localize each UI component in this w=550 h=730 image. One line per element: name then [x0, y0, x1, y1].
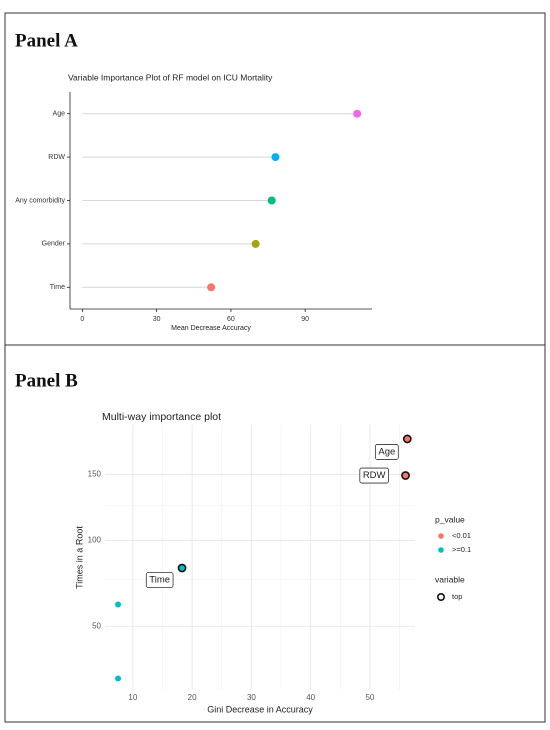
lollipop-dot — [353, 109, 362, 118]
x-tick-label: 60 — [227, 316, 235, 323]
y-tick-label: Time — [50, 284, 65, 291]
panel-frame — [4, 344, 546, 723]
y-tick-label: 100 — [88, 535, 102, 544]
point-label: Age — [378, 446, 395, 457]
legend-title: p_value — [435, 514, 465, 524]
point — [401, 471, 410, 480]
point — [115, 675, 122, 682]
x-tick-label: 0 — [80, 316, 84, 323]
point — [402, 434, 412, 444]
label-box — [359, 467, 389, 484]
chart-title: Variable Importance Plot of RF model on … — [68, 72, 273, 82]
y-tick-label: RDW — [48, 154, 65, 161]
legend-label: top — [452, 592, 462, 601]
x-tick-label: 20 — [188, 693, 197, 702]
y-tick-label: Gender — [42, 241, 66, 248]
x-tick-label: 30 — [153, 316, 161, 323]
legend-swatch — [438, 533, 444, 539]
label-box — [145, 572, 174, 588]
panel-label: Panel B — [15, 370, 78, 391]
y-tick-label: Age — [53, 111, 66, 118]
panel-label: Panel A — [15, 30, 78, 51]
point-label: RDW — [363, 470, 386, 481]
legend-title: variable — [435, 574, 465, 584]
lollipop-dot — [251, 239, 260, 248]
point-label: Time — [149, 575, 170, 586]
x-tick-label: 10 — [128, 693, 137, 702]
panel-frame — [4, 12, 546, 346]
lollipop-dot — [267, 196, 276, 205]
legend-label: <0.01 — [452, 531, 471, 540]
legend-swatch — [436, 592, 445, 601]
point — [115, 601, 122, 608]
x-axis-label: Gini Decrease in Accuracy — [207, 704, 313, 714]
y-tick-label: Any comorbidity — [15, 197, 65, 204]
chart-title: Multi-way importance plot — [102, 411, 221, 423]
x-axis-label: Mean Decrease Accuracy — [171, 325, 251, 332]
y-axis-label: Times in a Root — [74, 526, 84, 589]
legend-label: >=0.1 — [452, 545, 471, 554]
lollipop-dot — [271, 153, 280, 162]
x-tick-label: 50 — [365, 693, 374, 702]
point — [177, 563, 187, 573]
label-box — [374, 444, 399, 460]
y-tick-label: 50 — [92, 621, 101, 630]
x-tick-label: 30 — [247, 693, 256, 702]
y-tick-label: 150 — [88, 469, 102, 478]
lollipop-dot — [207, 283, 216, 292]
x-tick-label: 40 — [306, 693, 315, 702]
legend-swatch — [438, 547, 444, 553]
x-tick-label: 90 — [301, 316, 309, 323]
